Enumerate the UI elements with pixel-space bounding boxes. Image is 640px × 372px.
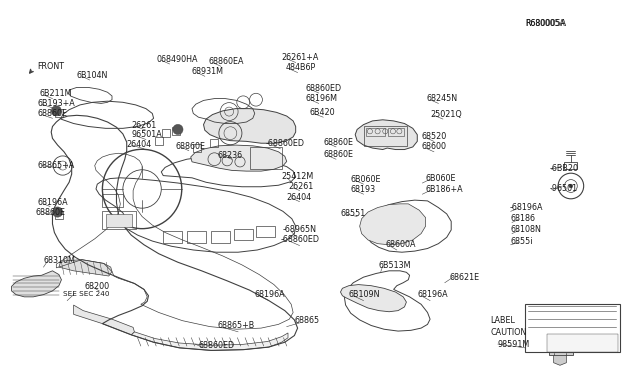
Polygon shape: [204, 109, 296, 143]
Text: 68196M: 68196M: [306, 94, 338, 103]
Text: 68621E: 68621E: [449, 273, 479, 282]
Circle shape: [173, 124, 183, 135]
Text: -68196A: -68196A: [509, 203, 543, 212]
Text: SEE SEC 240: SEE SEC 240: [63, 291, 109, 297]
Circle shape: [51, 106, 61, 116]
Text: 68860E: 68860E: [176, 142, 206, 151]
Text: 6B186+A: 6B186+A: [426, 185, 463, 194]
Polygon shape: [191, 145, 287, 171]
Text: 68860E: 68860E: [323, 138, 353, 147]
Text: 68860ED: 68860ED: [198, 341, 234, 350]
Text: 68245N: 68245N: [426, 94, 458, 103]
Polygon shape: [340, 285, 406, 312]
Text: 68600: 68600: [421, 142, 446, 151]
Text: 68860ED: 68860ED: [306, 84, 342, 93]
Bar: [250, 147, 282, 169]
Text: 68108N: 68108N: [511, 225, 541, 234]
Text: 068490HA: 068490HA: [156, 55, 198, 64]
Bar: [211, 139, 218, 147]
Text: 25412M: 25412M: [282, 172, 314, 181]
Bar: [234, 229, 253, 240]
Text: 68600A: 68600A: [385, 240, 416, 249]
Bar: [55, 109, 63, 118]
Text: 68196A: 68196A: [37, 198, 68, 207]
Bar: [106, 214, 132, 227]
Text: 68860EA: 68860EA: [209, 57, 244, 66]
Text: 98591M: 98591M: [498, 340, 530, 349]
Text: 6B060E: 6B060E: [351, 175, 381, 184]
Bar: [187, 231, 206, 243]
Text: 96501A: 96501A: [132, 130, 163, 139]
Bar: [547, 334, 618, 352]
Text: -68860ED: -68860ED: [266, 140, 305, 148]
Text: LABEL: LABEL: [490, 316, 515, 325]
Text: 68860E: 68860E: [323, 150, 353, 159]
Bar: [549, 335, 573, 355]
Text: 6B104N: 6B104N: [77, 71, 108, 80]
Text: R680005A: R680005A: [525, 19, 566, 28]
Bar: [366, 128, 385, 136]
Text: 25021Q: 25021Q: [430, 110, 462, 119]
Text: R680005A: R680005A: [525, 19, 564, 28]
Text: 68310M: 68310M: [44, 256, 76, 265]
Bar: [163, 129, 170, 137]
Text: -6BB20: -6BB20: [549, 164, 578, 173]
Text: 68551: 68551: [340, 209, 365, 218]
Bar: [193, 144, 201, 152]
Bar: [163, 231, 182, 243]
Polygon shape: [554, 353, 566, 365]
Text: 68186: 68186: [511, 214, 536, 223]
Text: 68860E: 68860E: [37, 109, 67, 118]
Polygon shape: [360, 204, 426, 245]
Polygon shape: [59, 260, 112, 276]
Text: 6B193+A: 6B193+A: [37, 99, 75, 108]
Text: 68196A: 68196A: [255, 291, 285, 299]
Bar: [388, 128, 404, 136]
Circle shape: [569, 184, 573, 188]
Text: -68860ED: -68860ED: [280, 235, 319, 244]
Text: 68196A: 68196A: [417, 291, 448, 299]
Text: 68520: 68520: [421, 132, 446, 141]
Bar: [564, 162, 577, 169]
Text: 26404: 26404: [127, 140, 152, 149]
Text: 68200: 68200: [84, 282, 109, 291]
Bar: [211, 231, 230, 243]
Circle shape: [52, 207, 63, 217]
Text: 68865+A: 68865+A: [37, 161, 74, 170]
Text: FRONT: FRONT: [37, 62, 64, 71]
Text: 26404: 26404: [287, 193, 312, 202]
Polygon shape: [355, 120, 417, 150]
Text: 26261: 26261: [132, 121, 157, 130]
Text: 68236: 68236: [218, 151, 243, 160]
Text: 6B109N: 6B109N: [349, 291, 380, 299]
Text: 68865+B: 68865+B: [218, 321, 255, 330]
Text: 26261: 26261: [288, 182, 313, 191]
Text: 68193: 68193: [351, 185, 376, 194]
Bar: [155, 137, 163, 145]
Text: 6B513M: 6B513M: [379, 261, 412, 270]
Text: 68865: 68865: [294, 316, 319, 325]
Text: CAUTION: CAUTION: [490, 328, 527, 337]
Bar: [525, 304, 620, 352]
Text: -68965N: -68965N: [282, 225, 316, 234]
Bar: [55, 211, 63, 219]
Bar: [172, 127, 180, 135]
Bar: [256, 226, 275, 237]
Text: -96501: -96501: [549, 185, 577, 193]
Bar: [102, 211, 136, 229]
Bar: [364, 126, 407, 146]
Text: 68860E: 68860E: [35, 208, 65, 217]
Text: 484B6P: 484B6P: [285, 63, 316, 72]
Polygon shape: [74, 305, 134, 335]
Bar: [102, 194, 123, 207]
Text: 68931M: 68931M: [192, 67, 224, 76]
Text: 6B420: 6B420: [310, 108, 335, 117]
Polygon shape: [131, 332, 288, 350]
Text: 6B211M: 6B211M: [40, 89, 72, 98]
Text: 6855i: 6855i: [511, 237, 533, 246]
Text: 26261+A: 26261+A: [282, 53, 319, 62]
Polygon shape: [12, 271, 61, 297]
Text: 6B060E: 6B060E: [426, 174, 456, 183]
